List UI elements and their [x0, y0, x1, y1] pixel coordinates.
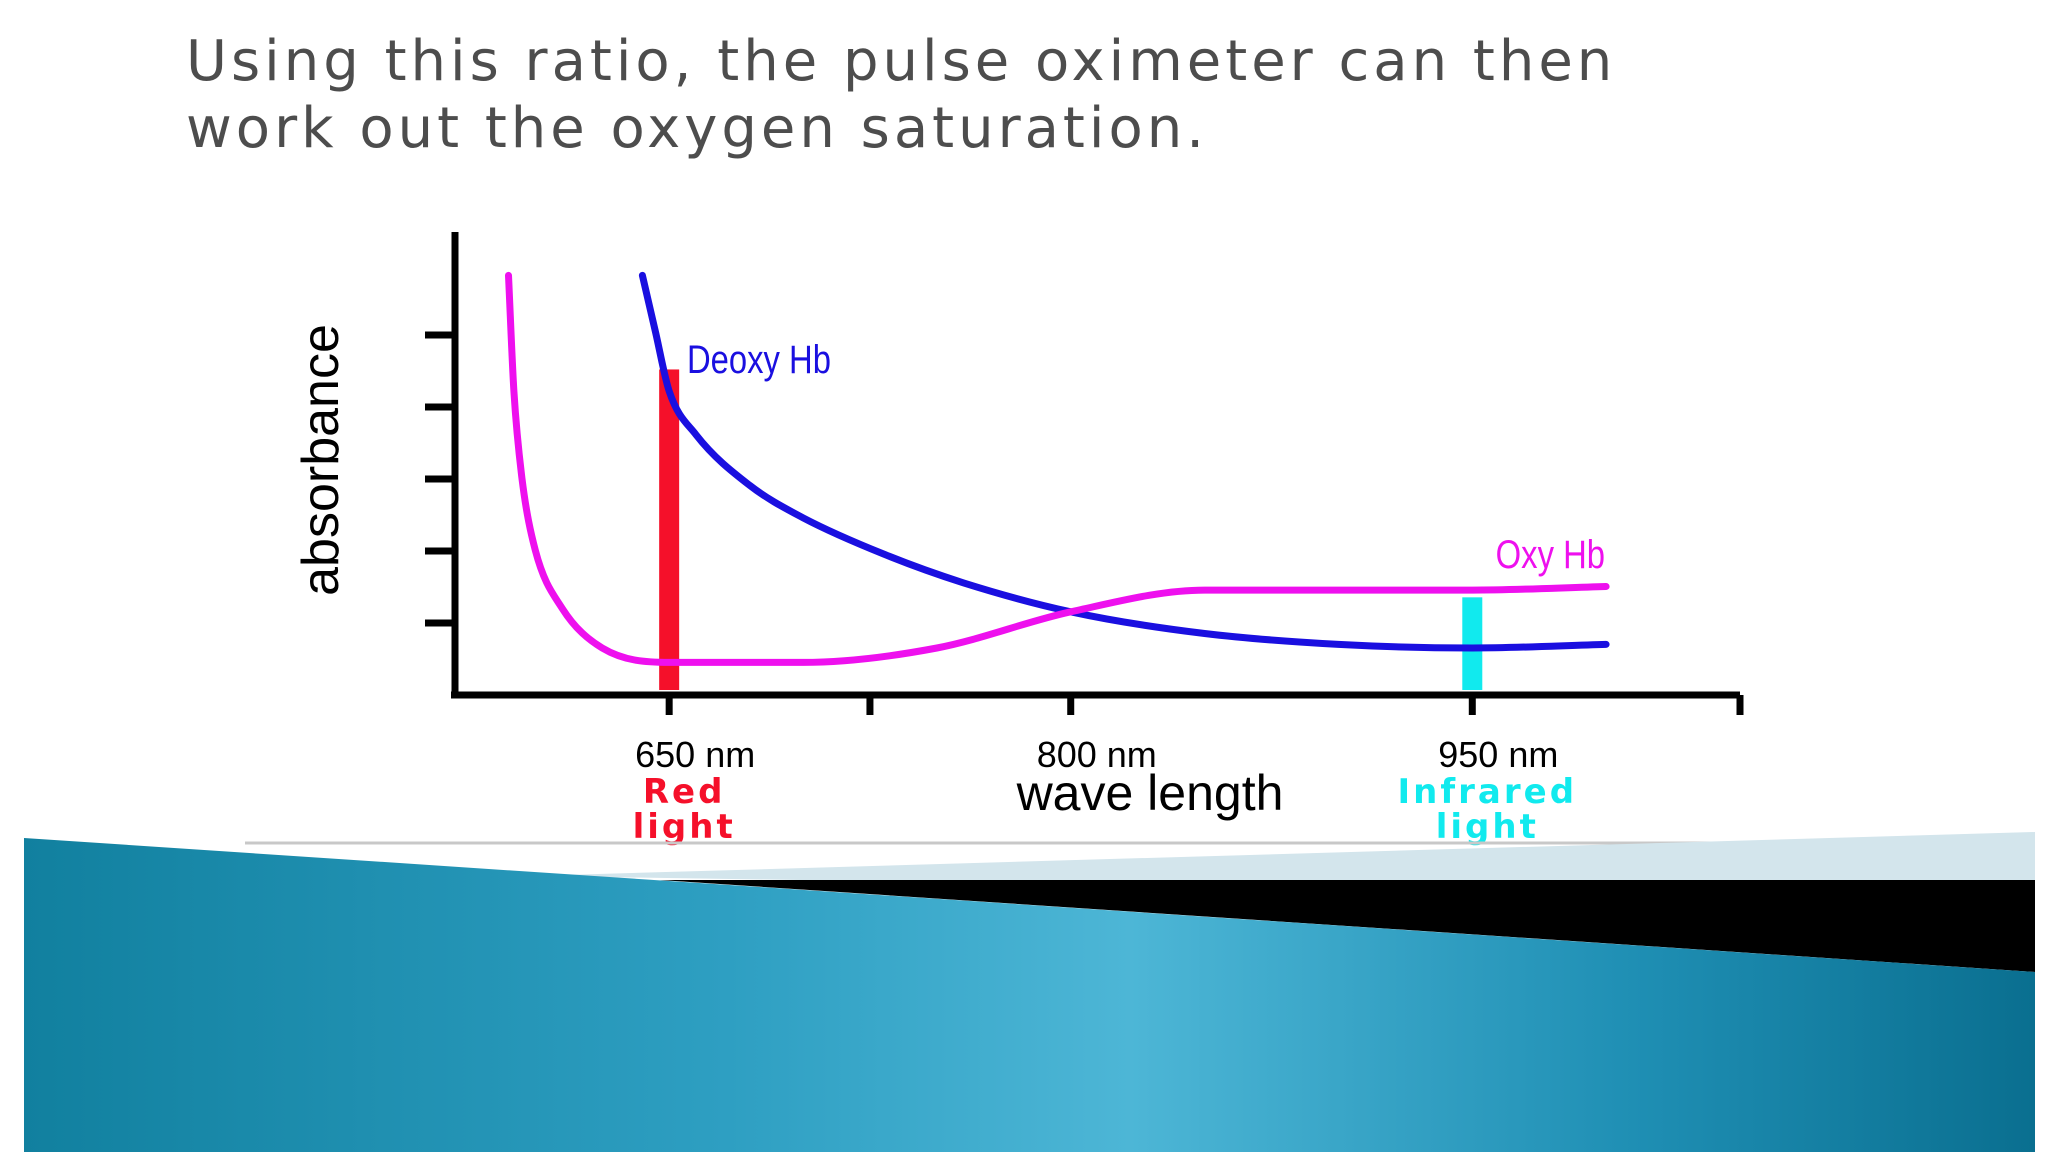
- x-tick-label: 800 nm: [1037, 734, 1157, 775]
- light-band-label: Red: [643, 772, 726, 812]
- light-band-bar: [659, 369, 680, 690]
- series-line: [505, 271, 1610, 666]
- teal-band: [24, 838, 2035, 1152]
- light-band-bar: [1462, 597, 1483, 690]
- series-line: [638, 271, 1610, 652]
- light-bands: [659, 369, 1483, 690]
- light-blue-band: [530, 832, 2035, 880]
- light-band-label: light: [633, 807, 736, 847]
- light-band-label: light: [1436, 807, 1539, 847]
- x-axis-ticks: 650 nm 800 nm 950 nm: [635, 695, 1744, 775]
- black-band: [660, 880, 2035, 972]
- y-axis-ticks: [425, 331, 455, 627]
- light-band-label: Infrared: [1398, 772, 1578, 812]
- slide-title-line-1: Using this ratio, the pulse oximeter can…: [186, 29, 1617, 94]
- series-labels: Deoxy Hb Oxy Hb: [687, 337, 1605, 577]
- x-tick-label: 950 nm: [1438, 734, 1558, 775]
- series-label: Oxy Hb: [1496, 532, 1605, 577]
- y-axis-label: absorbance: [292, 324, 350, 596]
- x-tick-label: 650 nm: [635, 734, 755, 775]
- x-axis-label: wave length: [1016, 765, 1284, 821]
- series-label: Deoxy Hb: [687, 337, 831, 382]
- series-lines: [505, 271, 1610, 666]
- slide-title-line-2: work out the oxygen saturation.: [186, 96, 1208, 161]
